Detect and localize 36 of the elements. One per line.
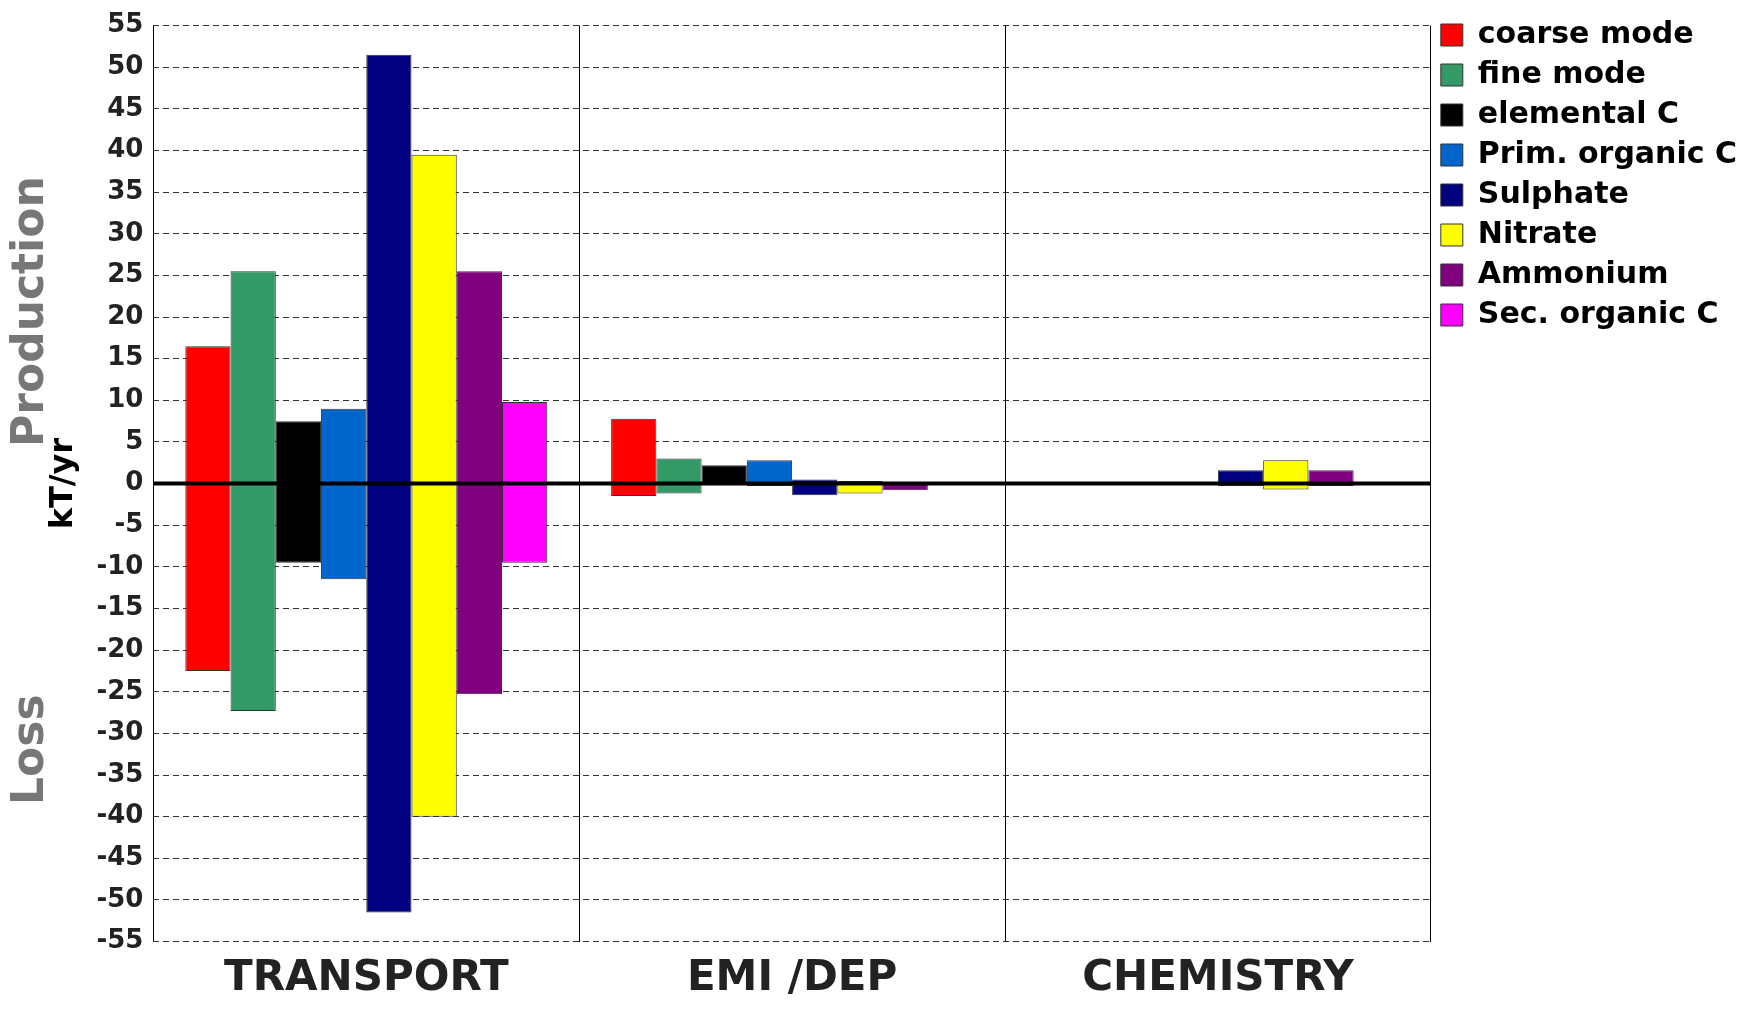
y-tick-label: -50 [96,882,144,913]
y-tick-label: -45 [96,841,144,872]
legend-label: fine mode [1477,54,1646,90]
y-tick-label: 30 [107,216,144,247]
legend-label: Ammonium [1477,254,1669,290]
legend-label: Prim. organic C [1477,134,1738,170]
y-tick-label: -15 [96,591,144,622]
text: Production [2,176,53,448]
legend-label: Sec. organic C [1477,294,1719,330]
x-tick-label: EMI /DEP [686,950,898,1000]
y-tick-label: -35 [96,757,144,788]
y-tick-label: 10 [107,383,144,414]
y-tick-label: 15 [107,341,144,372]
y-tick-label: 35 [107,174,144,205]
legend-label: coarse mode [1477,14,1694,50]
y-tick-label: -5 [114,507,144,538]
legend-label: Sulphate [1477,174,1629,210]
y-tick-label: -25 [96,674,144,705]
y-tick-label: 45 [107,91,144,122]
y-tick-label: 5 [125,424,144,455]
y-tick-label: -20 [96,632,144,663]
y-tick-label: 55 [107,8,144,39]
y-tick-label: -40 [96,799,144,830]
y-tick-label: 25 [107,258,144,289]
y-tick-label: -30 [96,716,144,747]
text: Loss [2,694,53,806]
y-tick-label: 20 [107,299,144,330]
legend-label: elemental C [1477,94,1680,130]
x-tick-label: TRANSPORT [224,950,509,1000]
x-tick-label: CHEMISTRY [1082,950,1355,1000]
y-tick-label: 0 [125,466,144,497]
y-tick-label: -10 [96,549,144,580]
y-tick-label: 50 [107,49,144,80]
y-tick-label: -55 [96,924,144,955]
y-tick-label: 40 [107,133,144,164]
legend-label: Nitrate [1477,214,1598,250]
